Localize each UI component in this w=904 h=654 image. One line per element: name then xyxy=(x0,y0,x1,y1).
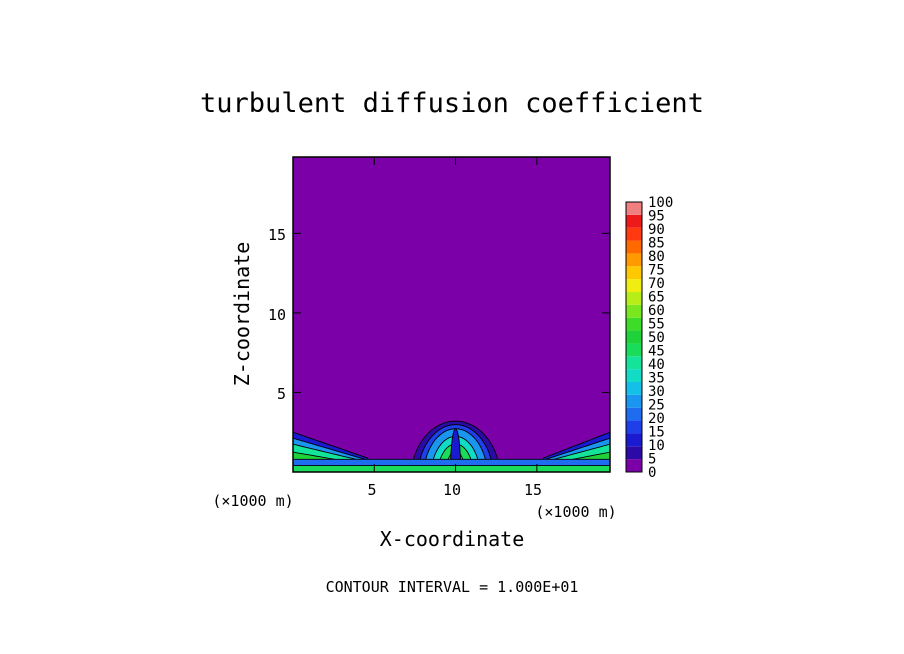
colorbar-swatch xyxy=(626,304,642,318)
colorbar-tick-label: 45 xyxy=(648,344,665,360)
colorbar-tick-label: 20 xyxy=(648,411,665,427)
colorbar-swatch xyxy=(626,433,642,447)
colorbar-swatch xyxy=(626,407,642,421)
colorbar-tick-label: 15 xyxy=(648,425,665,441)
colorbar-tick-label: 100 xyxy=(648,195,673,211)
colorbar-swatch xyxy=(626,446,642,460)
colorbar-tick-label: 55 xyxy=(648,317,665,333)
y-tick-label: 10 xyxy=(268,306,286,324)
x-axis-label: X-coordinate xyxy=(380,527,525,551)
plot-background xyxy=(293,157,610,472)
colorbar-tick-label: 35 xyxy=(648,371,665,387)
colorbar-swatch xyxy=(626,343,642,357)
z-unit-label: (×1000 m) xyxy=(212,492,293,510)
colorbar-tick-label: 40 xyxy=(648,357,665,373)
chart-title: turbulent diffusion coefficient xyxy=(200,88,704,119)
x-unit-label: (×1000 m) xyxy=(535,503,616,521)
colorbar-swatch xyxy=(626,420,642,434)
colorbar-swatch xyxy=(626,266,642,280)
colorbar-swatch xyxy=(626,369,642,382)
colorbar-tick-label: 5 xyxy=(648,452,656,468)
colorbar-tick-label: 90 xyxy=(648,222,665,238)
contour-field xyxy=(293,420,610,472)
colorbar-swatch xyxy=(626,459,642,472)
colorbar-swatch xyxy=(626,382,642,395)
y-tick-label: 5 xyxy=(277,385,286,403)
colorbar-tick-label: 30 xyxy=(648,384,665,400)
contour-interval-note: CONTOUR INTERVAL = 1.000E+01 xyxy=(326,578,579,596)
y-tick-label: 15 xyxy=(268,226,286,244)
colorbar: 0510152025303540455055606570758085909510… xyxy=(625,195,673,481)
colorbar-swatch xyxy=(626,279,642,292)
axis-ticks xyxy=(293,157,610,472)
colorbar-swatch xyxy=(626,356,642,370)
x-tick-label: 5 xyxy=(367,481,376,499)
colorbar-tick-label: 0 xyxy=(648,465,656,481)
colorbar-tick-label: 70 xyxy=(648,276,665,292)
colorbar-swatch xyxy=(626,292,642,305)
colorbar-tick-label: 50 xyxy=(648,330,665,346)
colorbar-tick-label: 75 xyxy=(648,263,665,279)
colorbar-swatch xyxy=(626,253,642,267)
colorbar-tick-label: 85 xyxy=(648,236,665,252)
colorbar-frame xyxy=(625,201,643,473)
colorbar-swatch xyxy=(626,317,642,331)
colorbar-tick-label: 10 xyxy=(648,438,665,454)
colorbar-tick-label: 25 xyxy=(648,398,665,414)
colorbar-tick-label: 60 xyxy=(648,303,665,319)
y-axis-label: Z-coordinate xyxy=(230,242,254,387)
colorbar-tick-label: 65 xyxy=(648,290,665,306)
colorbar-tick-label: 80 xyxy=(648,249,665,265)
colorbar-swatch xyxy=(626,240,642,254)
x-tick-label: 10 xyxy=(443,481,461,499)
colorbar-swatch xyxy=(626,214,642,228)
x-tick-label: 15 xyxy=(524,481,542,499)
colorbar-tick-label: 95 xyxy=(648,209,665,225)
colorbar-swatch xyxy=(626,330,642,344)
bottom-layer-contour xyxy=(293,465,610,472)
colorbar-swatch xyxy=(626,394,642,408)
colorbar-swatch xyxy=(626,227,642,241)
colorbar-swatch xyxy=(626,202,642,215)
plot-area xyxy=(292,156,611,473)
plot-frame xyxy=(292,156,611,473)
